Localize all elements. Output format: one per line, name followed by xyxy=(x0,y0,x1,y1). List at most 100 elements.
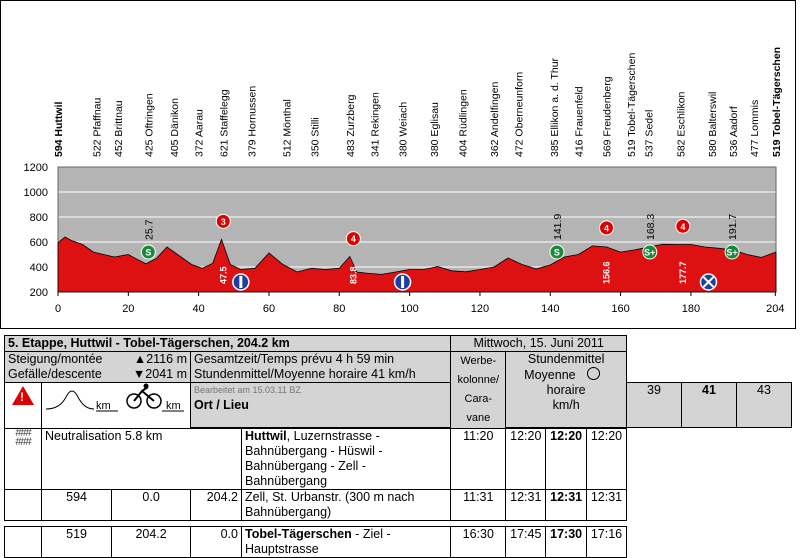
place-text: Zell, St. Urbanstr. (300 m nach Bahnüber… xyxy=(245,490,415,519)
x-tick-label: 120 xyxy=(471,303,489,315)
row-icon-cell: ### ### xyxy=(4,428,42,490)
town-label: 385 Ellikon a. d. Thur xyxy=(549,57,561,157)
x-tick-label: 80 xyxy=(333,303,345,315)
edited-cell: Bearbeitet am 15.03.11 BZ Ort / Lieu xyxy=(189,382,452,428)
y-tick-label: 400 xyxy=(30,262,48,274)
climb-category-icon xyxy=(345,231,361,247)
x-tick-label: 100 xyxy=(400,303,418,315)
town-label: 372 Aarau xyxy=(194,109,206,157)
moyenne-label: Moyenne xyxy=(524,368,576,382)
x-tick-label: 204 xyxy=(766,303,784,315)
sprint-icon xyxy=(642,244,658,260)
table-row: ### ### Neutralisation 5.8 km Huttwil, Lu… xyxy=(4,428,792,490)
edited-note: Bearbeitet am 15.03.11 BZ xyxy=(194,385,301,395)
sprint-icon xyxy=(724,244,740,260)
total-time: Gesamtzeit/Temps prévu 4 h 59 min xyxy=(194,352,395,366)
town-label: 416 Frauenfeld xyxy=(573,86,585,157)
average-speed: Stundenmittel/Moyenne horaire 41 km/h xyxy=(194,367,416,381)
km-cell: 204.2 xyxy=(111,526,191,558)
railway-crossing-icon xyxy=(699,273,718,291)
time-39: 12:20 xyxy=(505,428,547,490)
town-label: 404 Rüdlingen xyxy=(457,89,469,157)
y-tick-label: 1000 xyxy=(24,187,48,199)
speed-header: Stundenmittel Moyenne horaire km/h xyxy=(505,351,627,428)
town-label: 512 Mönthal xyxy=(282,99,294,157)
y-tick-label: 600 xyxy=(30,237,48,249)
warning-icon: ! xyxy=(12,386,34,405)
climb-descent-cell: Steigung/montée ▲2116 m Gefälle/descente ▼… xyxy=(4,351,191,383)
climb-km-label: 47.5 xyxy=(218,266,228,284)
climb-category-label: 3 xyxy=(221,217,226,227)
time-43: 12:20 xyxy=(585,428,628,490)
sprint-km-label: 191.7 xyxy=(727,214,739,240)
town-label: 582 Eschlikon xyxy=(675,91,687,157)
x-tick-label: 20 xyxy=(122,303,134,315)
descent-label: Gefälle/descente xyxy=(8,367,102,381)
km-remaining-cell: 0.0 xyxy=(190,526,242,558)
town-label: 379 Hornussen xyxy=(246,86,258,157)
town-label: 519 Tobel-Tägerschen xyxy=(626,53,638,157)
town-label: 536 Aadorf xyxy=(728,106,740,157)
crossing-glyph xyxy=(702,276,715,288)
sprint-symbol: S+ xyxy=(726,248,737,258)
speed-header-sub: Moyenne horaire xyxy=(509,367,623,398)
altitude-cell: 519 xyxy=(40,526,113,558)
climb-category-label: 4 xyxy=(604,223,609,233)
climb-marker: 483.8 xyxy=(345,231,361,284)
sprint-marker: S 25.7 xyxy=(140,219,156,260)
time-speed-cell: Gesamtzeit/Temps prévu 4 h 59 min Stunde… xyxy=(189,351,452,383)
table-row: 519 204.2 0.0 Tobel-Tägerschen - Ziel - … xyxy=(4,526,792,558)
climb-category-label: 4 xyxy=(351,234,356,244)
sprint-marker: S 141.9 xyxy=(549,214,565,260)
kmh-label: km/h xyxy=(552,398,580,412)
km-right-label: km xyxy=(166,400,181,412)
speed-39: 39 xyxy=(626,382,682,428)
stage-date: Mittwoch, 15. Juni 2011 xyxy=(450,335,627,352)
town-label: 519 Tobel-Tägerschen xyxy=(771,47,783,157)
route-markers: 347.5483.84156.64177.7S25.7S141.9S+168.3… xyxy=(140,214,740,291)
place-bold: Tobel-Tägerschen xyxy=(245,527,352,541)
y-tick-label: 200 xyxy=(30,287,48,299)
werbe-line-1: Werbe- xyxy=(460,355,497,367)
climb-category-icon xyxy=(675,218,691,234)
sprint-marker: S+ 191.7 xyxy=(724,214,740,260)
sprint-km-label: 25.7 xyxy=(143,219,155,240)
x-tick-label: 60 xyxy=(263,303,275,315)
speed-43: 43 xyxy=(736,382,792,428)
x-tick-label: 40 xyxy=(193,303,205,315)
speed-41: 41 xyxy=(681,382,737,428)
town-label: 362 Andelfingen xyxy=(489,82,501,157)
warning-mark: ! xyxy=(20,390,24,404)
climb-km-label: 156.6 xyxy=(602,261,612,284)
town-label: 425 Oftringen xyxy=(143,93,155,157)
feed-zone-icon xyxy=(393,273,412,291)
sprint-km-label: 141.9 xyxy=(552,214,564,240)
feed-zone-icon xyxy=(232,273,250,291)
clock-icon xyxy=(587,367,601,380)
town-label: 569 Freudenberg xyxy=(602,76,614,157)
werbe-line-4: vane xyxy=(466,412,491,424)
werbe-line-2: kolonne/ xyxy=(457,374,500,386)
climb-label: Steigung/montée xyxy=(8,352,103,366)
town-labels: 594 Huttwil 522 Pfaffnau 452 Brittnau 425 O… xyxy=(53,47,783,157)
sprint-icon xyxy=(549,244,565,260)
elevation-profile-chart: 200 400 600 800 1000 1200 0 20 40 60 80 100 120 140 1… xyxy=(0,0,796,329)
town-label: 477 Lommis xyxy=(749,100,761,157)
climb-category-label: 4 xyxy=(680,222,685,232)
town-label: 537 Sedel xyxy=(644,110,656,157)
profile-pictogram-cell: km km xyxy=(41,382,191,429)
y-axis-ticks: 200 400 600 800 1000 1200 xyxy=(24,162,48,299)
stage-title: 5. Etappe, Huttwil - Tobel-Tägerschen, 2… xyxy=(3,335,452,352)
y-tick-label: 800 xyxy=(30,212,48,224)
town-label: 452 Brittnau xyxy=(113,100,125,157)
warning-cell: ! xyxy=(4,382,42,429)
climb-marker: 4 156.6 xyxy=(599,220,615,284)
werbe-time: 11:31 xyxy=(450,489,507,521)
place-cell: Tobel-Tägerschen - Ziel - Hauptstrasse xyxy=(240,526,452,558)
x-axis-ticks: 0 20 40 60 80 100 120 140 160 180 204 xyxy=(55,292,784,315)
sprint-symbol: S xyxy=(145,248,151,258)
row-icon-cell xyxy=(4,489,42,521)
horaire-label: horaire xyxy=(546,383,586,397)
town-label: 580 Balterswil xyxy=(707,92,719,157)
x-tick-label: 0 xyxy=(55,303,61,315)
